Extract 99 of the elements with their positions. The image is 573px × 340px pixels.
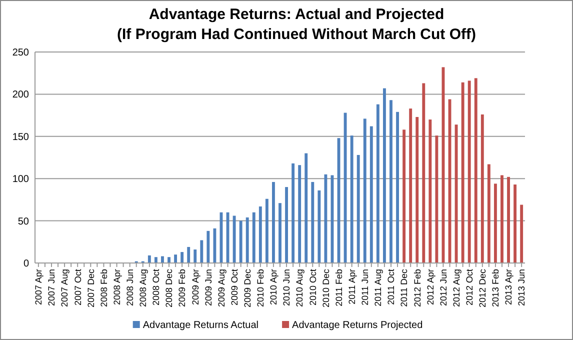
- bar: [304, 153, 308, 263]
- bar: [194, 249, 197, 263]
- x-tick-label: 2011 Dec: [399, 268, 410, 307]
- bar: [507, 176, 510, 263]
- y-tick-label: 150: [12, 132, 30, 143]
- x-tick-label: 2012 Aug: [451, 269, 462, 308]
- bar: [311, 182, 314, 263]
- x-tick-label: 2007 Dec: [86, 268, 96, 308]
- bar: [454, 124, 458, 263]
- bar: [468, 80, 471, 263]
- bar: [272, 182, 275, 263]
- bar: [474, 78, 478, 263]
- x-tick-label: 2011 Aug: [373, 269, 384, 306]
- x-tick-label: 2011 Apr: [346, 269, 357, 304]
- bar: [318, 190, 321, 263]
- x-tick-label: 2010 Dec: [320, 268, 331, 308]
- x-tick-label: 2013 Apr: [504, 269, 514, 306]
- x-tick-label: 2009 Aug: [216, 269, 226, 308]
- bar: [416, 116, 419, 263]
- bar: [232, 216, 236, 263]
- bar: [402, 130, 406, 263]
- bar: [376, 104, 380, 263]
- x-tick-label: 2008 Dec: [164, 268, 174, 308]
- bar: [154, 257, 158, 263]
- bar: [285, 187, 288, 263]
- bar: [180, 252, 184, 263]
- x-tick-label: 2010 Aug: [294, 269, 305, 308]
- x-tick-label: 2007 Aug: [60, 269, 70, 308]
- bar: [168, 257, 170, 263]
- x-tick-label: 2013 Jun: [516, 269, 527, 306]
- y-tick-label: 0: [23, 258, 30, 270]
- y-tick-label: 250: [12, 48, 30, 58]
- x-tick-label: 2011 Jun: [360, 269, 370, 306]
- bar: [148, 255, 151, 263]
- x-tick-label: 2011 Feb: [334, 269, 344, 306]
- chart-title: Advantage Returns: Actual and Projected (If Program Had Continued Without March Cut Off): [117, 6, 476, 43]
- bar: [422, 83, 426, 263]
- bar: [390, 100, 392, 263]
- bar: [435, 136, 438, 263]
- x-tick-label: 2012 Apr: [425, 269, 436, 306]
- y-tick-label: 200: [12, 90, 30, 101]
- y-tick-label: 100: [12, 174, 30, 186]
- bar: [428, 120, 432, 263]
- bar: [246, 217, 249, 263]
- bar: [292, 163, 295, 263]
- x-tick-label: 2008 Feb: [98, 269, 109, 308]
- bar: [344, 112, 347, 263]
- bar: [174, 254, 178, 263]
- bar: [252, 212, 256, 263]
- bar: [206, 230, 210, 263]
- x-tick-label: 2009 Dec: [242, 268, 253, 308]
- bar: [370, 126, 373, 263]
- bar: [487, 164, 490, 263]
- x-tick-label: 2010 Oct: [308, 268, 318, 306]
- x-tick-label: 2008 Oct: [151, 268, 162, 306]
- x-tick-label: 2010 Apr: [268, 269, 279, 306]
- x-tick-label: 2012 Feb: [412, 269, 422, 308]
- x-tick-label: 2008 Aug: [138, 269, 148, 308]
- bar: [363, 118, 366, 263]
- bar: [161, 256, 164, 263]
- legend-label: Advantage Returns Projected: [292, 320, 423, 331]
- x-tick-label: 2007 Oct: [72, 268, 83, 306]
- bar: [514, 184, 517, 263]
- x-tick-label: 2009 Feb: [177, 269, 188, 308]
- x-tick-label: 2011 Oct: [386, 268, 396, 305]
- bar: [213, 228, 216, 263]
- x-tick-label: 2007 Apr: [34, 269, 44, 306]
- bar: [265, 198, 268, 263]
- bar: [239, 220, 242, 263]
- bar: [396, 112, 399, 263]
- y-tick-label: 50: [18, 216, 30, 228]
- bar: [520, 204, 524, 263]
- bar: [350, 136, 354, 263]
- legend-label: Advantage Returns Actual: [142, 320, 258, 331]
- x-tick-label: 2010 Feb: [256, 269, 266, 308]
- bar: [278, 203, 282, 263]
- x-tick-label: 2008 Apr: [112, 269, 122, 306]
- bar: [298, 165, 302, 263]
- x-tick-label: 2008 Jun: [124, 269, 135, 306]
- bar: [480, 114, 484, 263]
- x-tick-label: 2009 Jun: [203, 269, 214, 306]
- x-tick-label: 2009 Apr: [190, 269, 200, 306]
- bar: [324, 174, 328, 263]
- x-tick-label: 2012 Dec: [478, 268, 488, 308]
- bar: [356, 154, 360, 263]
- bar: [258, 206, 262, 263]
- bar: [200, 240, 204, 263]
- bar: [382, 88, 386, 263]
- x-tick-label: 2012 Jun: [438, 269, 448, 306]
- x-tick-label: 2009 Oct: [229, 268, 240, 306]
- bar: [494, 184, 497, 263]
- x-tick-label: 2007 Jun: [46, 269, 57, 306]
- bar: [409, 108, 412, 263]
- x-tick-label: 2010 Jun: [282, 269, 292, 306]
- bar: [500, 175, 504, 263]
- x-tick-label: 2012 Oct: [464, 268, 474, 306]
- x-tick-label: 2013 Feb: [490, 269, 501, 308]
- bar: [461, 82, 464, 263]
- bar: [187, 246, 190, 263]
